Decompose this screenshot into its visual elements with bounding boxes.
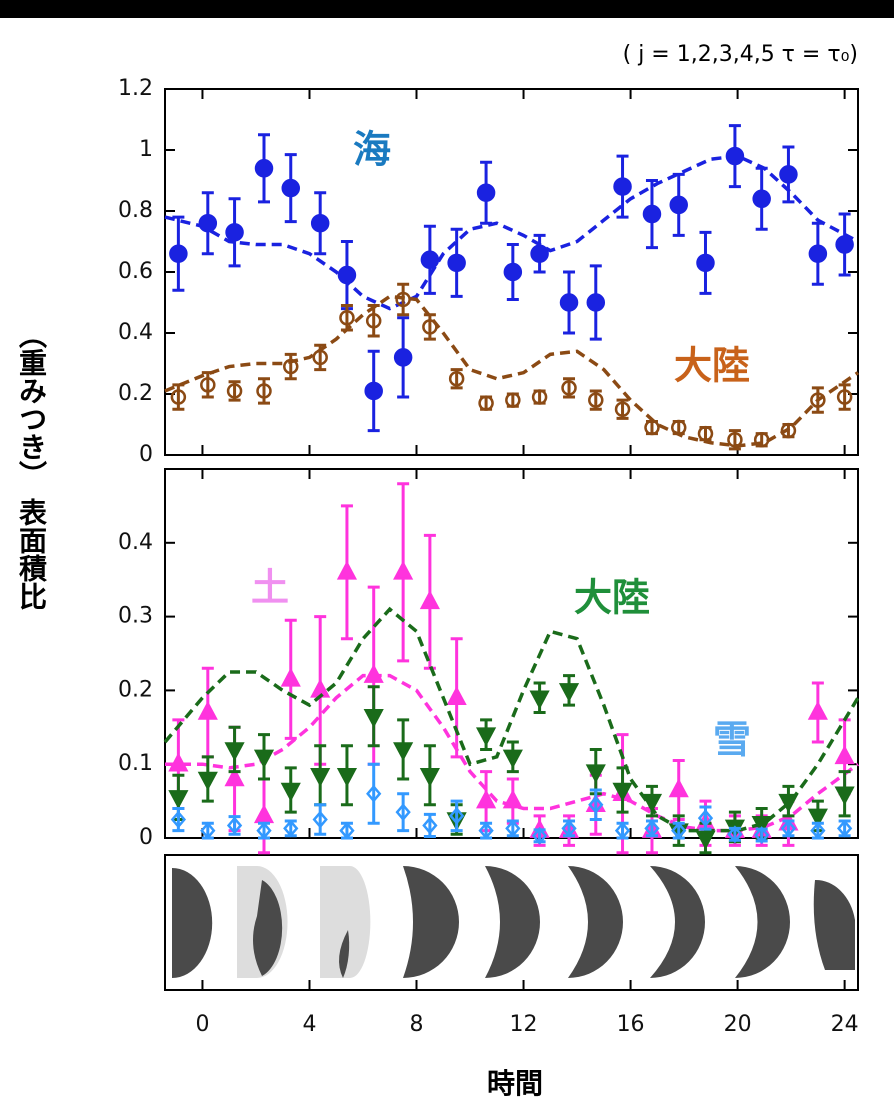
y-tick-label: 1.2 (118, 76, 153, 101)
point (754, 191, 770, 207)
point (283, 670, 299, 685)
point (256, 160, 272, 176)
point (671, 781, 687, 796)
point (449, 255, 465, 271)
error-bar (314, 805, 326, 835)
point (561, 295, 577, 311)
point (422, 593, 438, 608)
point (532, 246, 548, 262)
y-tick-label: 0.6 (118, 259, 153, 284)
y-tick-label: 0.4 (118, 320, 153, 345)
error-bar (258, 379, 270, 403)
point (339, 769, 355, 784)
point (588, 766, 604, 781)
chart: ( j = 1,2,3,4,5 τ = τ₀) 時間 （重みつき） 表面積比 0… (0, 0, 894, 1117)
y-axis-label: （重みつき） 表面積比 (15, 320, 48, 610)
point (449, 689, 465, 704)
y-tick-label: 0 (139, 442, 153, 467)
point (170, 791, 186, 806)
y-tick-label: 0 (139, 825, 153, 850)
point (312, 215, 328, 231)
series (165, 484, 858, 853)
point (505, 751, 521, 766)
x-tick-label: 12 (510, 1012, 538, 1037)
x-tick-label: 8 (410, 1012, 424, 1037)
series-label: 土 (251, 566, 289, 610)
globe-strip (165, 855, 858, 990)
x-tick-label: 4 (302, 1012, 316, 1037)
point (478, 185, 494, 201)
point (227, 224, 243, 240)
point (312, 769, 328, 784)
point (200, 704, 216, 719)
series-label: 海 (353, 128, 391, 172)
point (810, 704, 826, 719)
y-tick-label: 0.2 (118, 381, 153, 406)
x-axis-label: 時間 (487, 1067, 543, 1100)
point (615, 179, 631, 195)
point (505, 792, 521, 807)
annotation: ( j = 1,2,3,4,5 τ = τ₀) (623, 42, 858, 67)
error-bar (812, 388, 824, 412)
error-bar (285, 354, 297, 378)
point (422, 769, 438, 784)
point (339, 563, 355, 578)
error-bar (424, 315, 436, 339)
y-tick-label: 0.2 (118, 677, 153, 702)
x-tick-label: 16 (617, 1012, 645, 1037)
error-bar (397, 794, 409, 831)
series-label: 大陸 (574, 576, 650, 620)
model-curve (165, 296, 858, 445)
y-tick-label: 1 (139, 137, 153, 162)
x-tick-label: 0 (195, 1012, 209, 1037)
point (200, 773, 216, 788)
point (256, 807, 272, 822)
point (478, 729, 494, 744)
error-bar (397, 284, 409, 315)
point (837, 237, 853, 253)
point (837, 748, 853, 763)
point (422, 252, 438, 268)
x-tick-label: 20 (724, 1012, 752, 1037)
x-tick-label: 24 (831, 1012, 859, 1037)
point (170, 246, 186, 262)
point (256, 751, 272, 766)
y-tick-label: 0.4 (118, 530, 153, 555)
point (395, 349, 411, 365)
series-label: 大陸 (674, 344, 750, 388)
point (200, 215, 216, 231)
point (283, 180, 299, 196)
point (227, 743, 243, 758)
point (727, 148, 743, 164)
y-tick-label: 0.8 (118, 198, 153, 223)
point (671, 197, 687, 213)
top-bar (0, 0, 894, 18)
error-bar (368, 764, 380, 823)
point (697, 255, 713, 271)
point (395, 743, 411, 758)
point (283, 784, 299, 799)
point (588, 295, 604, 311)
point (366, 710, 382, 725)
point (532, 692, 548, 707)
series-label: 雪 (713, 718, 751, 762)
point (561, 684, 577, 699)
series (165, 126, 858, 431)
point (810, 246, 826, 262)
error-bar (839, 385, 851, 409)
point (644, 206, 660, 222)
y-tick-label: 0.3 (118, 604, 153, 629)
point (505, 264, 521, 280)
point (780, 166, 796, 182)
y-tick-label: 0.1 (118, 751, 153, 776)
point (339, 267, 355, 283)
series (165, 284, 858, 449)
point (395, 563, 411, 578)
page: ( j = 1,2,3,4,5 τ = τ₀) 時間 （重みつき） 表面積比 0… (0, 0, 894, 1117)
point (366, 383, 382, 399)
